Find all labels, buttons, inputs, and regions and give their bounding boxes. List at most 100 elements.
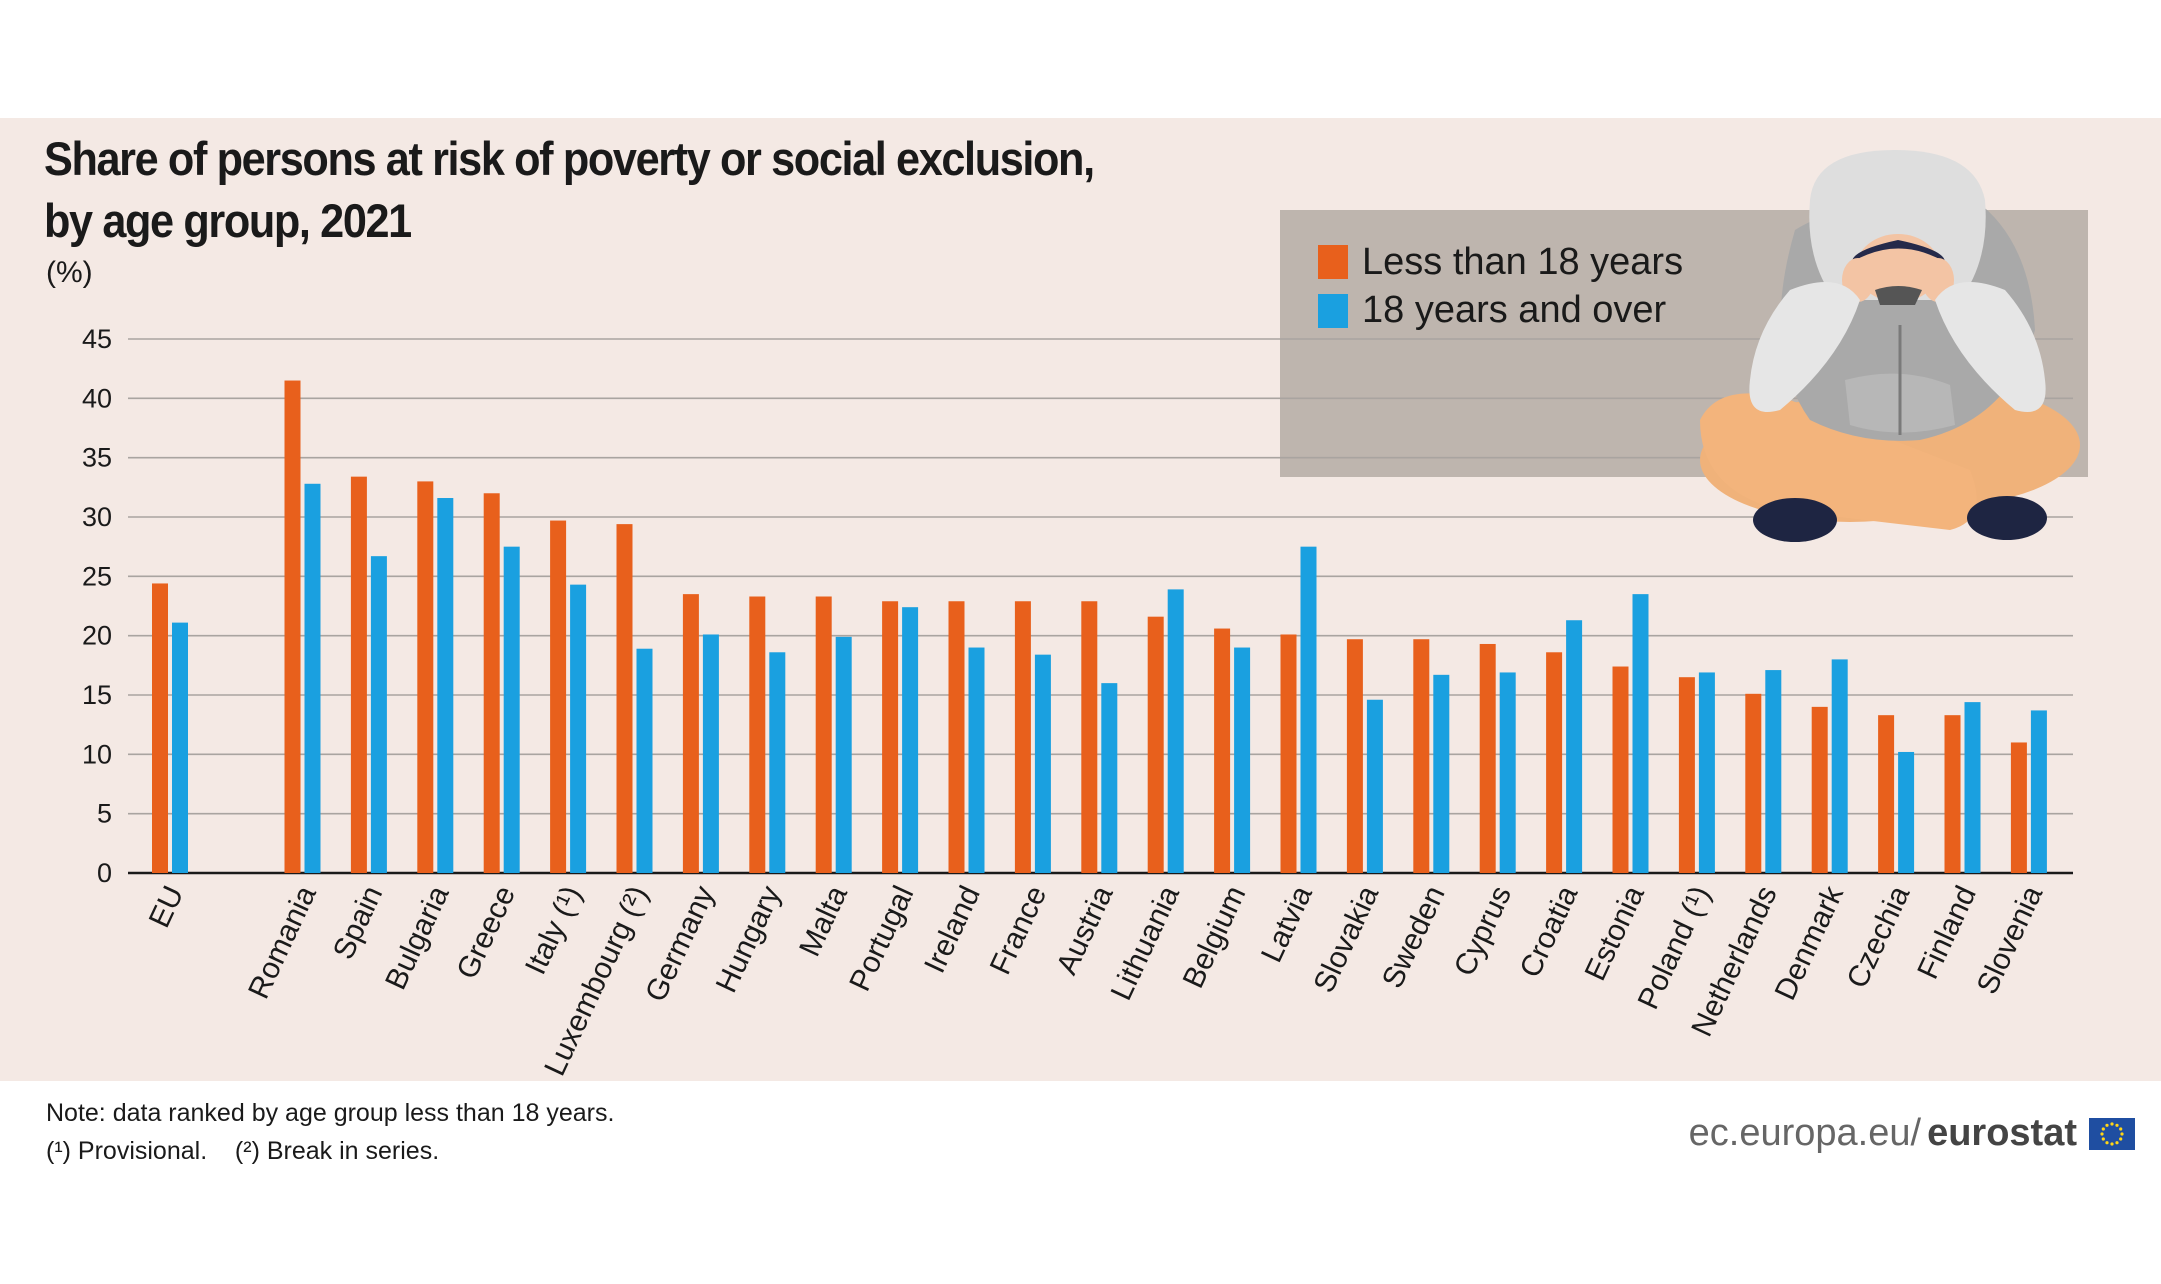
x-label-eu: EU [143,881,191,933]
brand-site: ec.europa.eu/ [1688,1112,1922,1154]
bar-latvia-18-and-over [1300,546,1317,873]
bar-denmark-under-18 [1811,706,1828,873]
bar-hungary-18-and-over [769,652,786,873]
bar-belgium-18-and-over [1234,647,1251,873]
bar-slovenia-under-18 [2010,742,2027,873]
y-axis-unit: (%) [46,256,93,289]
x-label-czechia: Czechia [1841,881,1917,993]
bar-croatia-under-18 [1546,652,1563,873]
bar-ireland-under-18 [948,601,965,873]
x-label-belgium: Belgium [1177,881,1253,993]
bar-lithuania-18-and-over [1167,589,1184,873]
bar-slovakia-18-and-over [1366,699,1383,873]
bar-luxembourg-under-18 [616,524,633,873]
x-label-france: France [984,881,1053,980]
x-label-italy: Italy (¹) [519,881,588,980]
x-label-greece: Greece [451,881,522,984]
eu-flag-icon [2089,1117,2135,1150]
legend-label-18-and-over: 18 years and over [1362,289,1667,331]
y-tick-label-0: 0 [97,858,112,888]
bar-czechia-18-and-over [1898,751,1915,873]
bar-italy-18-and-over [570,584,587,873]
bar-czechia-under-18 [1878,715,1895,873]
bar-estonia-under-18 [1612,666,1629,873]
y-tick-label-20: 20 [82,621,112,651]
x-label-spain: Spain [327,881,389,964]
bar-finland-18-and-over [1964,702,1981,873]
x-label-latvia: Latvia [1255,881,1319,968]
x-label-austria: Austria [1050,881,1120,980]
bar-poland-18-and-over [1698,672,1715,873]
x-label-slovenia: Slovenia [1971,881,2050,1000]
legend-swatch-less-than-18 [1318,245,1348,279]
bar-luxembourg-18-and-over [636,648,653,873]
bar-estonia-18-and-over [1632,594,1649,873]
y-tick-label-15: 15 [82,680,112,710]
x-label-malta: Malta [793,881,854,962]
bar-italy-under-18 [550,520,567,873]
x-label-croatia: Croatia [1514,881,1585,983]
title-line-2: by age group, 2021 [44,194,412,247]
x-label-bulgaria: Bulgaria [379,881,456,995]
bar-germany-under-18 [682,594,699,873]
y-tick-label-5: 5 [97,799,112,829]
x-label-sweden: Sweden [1376,881,1452,993]
x-label-finland: Finland [1911,881,1982,984]
y-tick-label-40: 40 [82,383,112,413]
bar-portugal-under-18 [882,601,899,873]
y-tick-label-25: 25 [82,561,112,591]
notes: Note: data ranked by age group less than… [46,1094,614,1170]
bar-austria-under-18 [1081,601,1098,873]
y-tick-label-45: 45 [82,324,112,354]
brand-name: eurostat [1927,1112,2077,1154]
bar-sweden-18-and-over [1433,674,1450,873]
bar-romania-under-18 [284,380,301,873]
note-ranking: Note: data ranked by age group less than… [46,1099,615,1127]
bar-france-under-18 [1014,601,1031,873]
y-tick-label-10: 10 [82,739,112,769]
note-footnotes: (¹) Provisional. (²) Break in series. [46,1137,440,1165]
bar-malta-18-and-over [835,636,852,873]
x-label-ireland: Ireland [918,881,987,978]
y-axis-ticks: 0 5 10 15 20 25 30 35 40 45 [82,324,112,888]
bar-portugal-18-and-over [902,607,919,873]
bar-spain-under-18 [350,476,367,873]
sitting-person-illustration [1700,150,2080,542]
bar-eu-18-and-over [172,622,188,873]
bar-latvia-under-18 [1280,634,1297,873]
bar-poland-under-18 [1678,677,1695,873]
x-label-cyprus: Cyprus [1448,881,1518,981]
bar-belgium-under-18 [1214,628,1231,873]
y-tick-label-30: 30 [82,502,112,532]
bar-croatia-18-and-over [1566,620,1583,873]
x-label-estonia: Estonia [1579,881,1651,986]
x-label-hungary: Hungary [710,881,788,998]
bar-cyprus-under-18 [1479,643,1496,873]
bar-slovakia-under-18 [1346,639,1363,873]
bar-denmark-18-and-over [1831,659,1848,873]
bar-lithuania-under-18 [1147,616,1164,873]
legend: Less than 18 years 18 years and over [1318,241,1683,331]
chart-title: Share of persons at risk of poverty or s… [44,128,1194,252]
bar-germany-18-and-over [702,634,719,873]
bar-bulgaria-under-18 [417,481,434,873]
y-tick-label-35: 35 [82,443,112,473]
title-line-1: Share of persons at risk of poverty or s… [44,132,1095,185]
bar-greece-18-and-over [503,546,520,873]
bar-netherlands-18-and-over [1765,670,1782,873]
bar-netherlands-under-18 [1745,693,1762,873]
bar-cyprus-18-and-over [1499,672,1516,873]
x-label-romania: Romania [242,881,323,1004]
legend-swatch-18-and-over [1318,294,1348,328]
bar-france-18-and-over [1034,654,1051,873]
x-label-slovakia: Slovakia [1307,881,1385,998]
x-label-portugal: Portugal [843,881,920,996]
bar-romania-18-and-over [304,483,321,873]
bar-ireland-18-and-over [968,647,985,873]
bar-finland-under-18 [1944,715,1961,873]
bar-eu-under-18 [152,583,168,873]
bar-bulgaria-18-and-over [437,498,454,873]
bars [152,380,2047,873]
